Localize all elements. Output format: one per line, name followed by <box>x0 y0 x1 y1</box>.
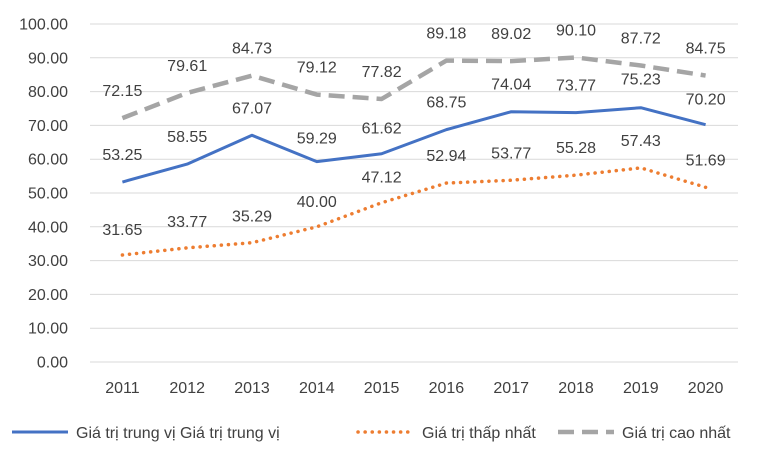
y-tick-label: 90.00 <box>28 50 68 67</box>
data-label: 35.29 <box>232 209 272 226</box>
data-label: 77.82 <box>362 64 402 81</box>
legend-label: Giá trị trung vị Giá trị trung vị <box>76 425 280 442</box>
data-label: 74.04 <box>491 77 531 94</box>
data-label: 61.62 <box>362 121 402 138</box>
data-label: 40.00 <box>297 194 337 211</box>
data-label: 58.55 <box>167 129 207 146</box>
y-tick-label: 70.00 <box>28 118 68 135</box>
data-label: 79.61 <box>167 58 207 75</box>
data-label: 90.10 <box>556 22 596 39</box>
data-label: 73.77 <box>556 78 596 95</box>
data-label: 53.25 <box>102 147 142 164</box>
data-label: 70.20 <box>686 92 726 109</box>
y-tick-label: 20.00 <box>28 287 68 304</box>
x-tick-label: 2015 <box>364 380 400 397</box>
x-tick-label: 2012 <box>169 380 205 397</box>
legend-label: Giá trị thấp nhất <box>422 425 536 442</box>
y-tick-label: 30.00 <box>28 253 68 270</box>
x-tick-label: 2014 <box>299 380 335 397</box>
data-label: 57.43 <box>621 133 661 150</box>
x-tick-label: 2019 <box>623 380 659 397</box>
legend-label: Giá trị cao nhất <box>622 425 731 442</box>
data-label: 79.12 <box>297 60 337 77</box>
x-tick-label: 2017 <box>493 380 529 397</box>
y-tick-label: 80.00 <box>28 84 68 101</box>
data-label: 51.69 <box>686 152 726 169</box>
x-tick-label: 2018 <box>558 380 594 397</box>
y-tick-label: 0.00 <box>37 355 68 372</box>
data-label: 59.29 <box>297 131 337 148</box>
data-label: 31.65 <box>102 222 142 239</box>
y-axis-ticks: 0.00 10.00 20.00 30.00 40.00 50.00 60.00 70.00 8… <box>19 17 68 372</box>
data-label: 72.15 <box>102 83 142 100</box>
data-label: 47.12 <box>362 170 402 187</box>
data-label: 68.75 <box>426 95 466 112</box>
y-tick-label: 60.00 <box>28 152 68 169</box>
data-labels: 53.25 58.55 67.07 59.29 61.62 68.75 74.04 73.77… <box>102 22 725 239</box>
series-line-1 <box>120 166 708 257</box>
y-tick-label: 50.00 <box>28 186 68 203</box>
data-label: 75.23 <box>621 72 661 89</box>
series-line-0 <box>122 106 706 184</box>
x-tick-label: 2013 <box>234 380 270 397</box>
data-label: 33.77 <box>167 214 207 231</box>
data-label: 89.02 <box>491 26 531 43</box>
x-tick-label: 2016 <box>429 380 465 397</box>
y-tick-label: 40.00 <box>28 219 68 236</box>
series-lines <box>120 55 708 257</box>
data-label: 87.72 <box>621 31 661 48</box>
x-tick-label: 2011 <box>105 380 140 397</box>
data-label: 67.07 <box>232 100 272 117</box>
data-label: 55.28 <box>556 140 596 157</box>
data-label: 84.75 <box>686 41 726 58</box>
data-label: 84.73 <box>232 41 272 58</box>
y-tick-label: 100.00 <box>19 17 68 34</box>
data-label: 89.18 <box>426 26 466 43</box>
x-tick-label: 2020 <box>688 380 724 397</box>
x-axis-ticks: 2011 2012 2013 2014 2015 2016 2017 2018 2019 2020 <box>105 380 723 397</box>
legend: Giá trị trung vị Giá trị trung vị Giá trị… <box>12 425 731 442</box>
data-label: 52.94 <box>426 148 466 165</box>
y-tick-label: 10.00 <box>28 321 68 338</box>
data-label: 53.77 <box>491 145 531 162</box>
series-line-2 <box>121 55 706 121</box>
